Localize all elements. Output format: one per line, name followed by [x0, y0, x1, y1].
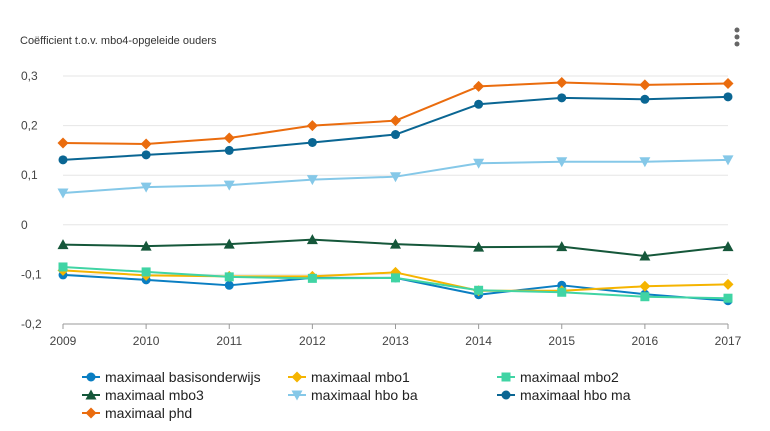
kebab-menu-icon[interactable] [734, 27, 740, 33]
data-point-maximaal-phd[interactable] [556, 76, 568, 88]
data-point-maximaal-hbo-ma[interactable] [58, 155, 68, 165]
y-tick-label: 0,2 [21, 119, 38, 133]
legend-item-maximaal-hbo-ba[interactable]: maximaal hbo ba [288, 387, 418, 403]
legend-marker-maximaal-hbo-ma [501, 390, 511, 400]
legend-label: maximaal mbo2 [520, 369, 619, 385]
data-point-maximaal-mbo2[interactable] [557, 287, 567, 297]
x-tick-label: 2011 [216, 334, 242, 348]
data-point-maximaal-hbo-ma[interactable] [391, 130, 400, 140]
data-point-maximaal-hbo-ba[interactable] [722, 155, 734, 166]
legend-label: maximaal hbo ba [311, 387, 418, 403]
data-point-maximaal-hbo-ma[interactable] [141, 150, 151, 160]
legend-label: maximaal mbo1 [311, 369, 410, 385]
legend-item-maximaal-hbo-ma[interactable]: maximaal hbo ma [497, 387, 631, 403]
data-point-maximaal-phd[interactable] [223, 132, 235, 144]
data-point-maximaal-mbo3[interactable] [57, 239, 69, 250]
y-tick-label: 0,3 [21, 69, 38, 83]
data-point-maximaal-mbo3[interactable] [306, 234, 318, 245]
data-point-maximaal-mbo2[interactable] [224, 272, 234, 282]
data-point-maximaal-phd[interactable] [639, 79, 651, 91]
legend-marker-maximaal-mbo3 [85, 389, 97, 400]
legend-item-maximaal-mbo1[interactable]: maximaal mbo1 [288, 369, 410, 385]
data-point-maximaal-mbo2[interactable] [391, 273, 400, 283]
y-tick-label: -0,1 [21, 267, 42, 281]
data-point-maximaal-hbo-ba[interactable] [639, 157, 651, 168]
data-point-maximaal-phd[interactable] [57, 137, 69, 149]
x-tick-label: 2015 [548, 334, 575, 348]
legend-marker-maximaal-basisonderwijs [86, 372, 96, 382]
x-tick-label: 2017 [715, 334, 742, 348]
x-tick-label: 2014 [465, 334, 492, 348]
y-axis-ticks: -0,2 -0,1 0 0,1 0,2 0,3 [21, 69, 42, 331]
legend-marker-maximaal-hbo-ba [291, 390, 303, 401]
chart-menu-button[interactable] [726, 24, 748, 50]
data-point-maximaal-hbo-ma[interactable] [723, 92, 733, 102]
series-maximaal-mbo2 [58, 262, 733, 303]
legend-item-maximaal-mbo3[interactable]: maximaal mbo3 [82, 387, 204, 403]
data-point-maximaal-hbo-ba[interactable] [306, 175, 318, 186]
data-point-maximaal-hbo-ma[interactable] [474, 99, 484, 109]
legend-label: maximaal phd [105, 405, 192, 421]
legend-label: maximaal hbo ma [520, 387, 631, 403]
y-tick-label: 0 [21, 218, 28, 232]
series-group [57, 76, 734, 306]
data-point-maximaal-mbo3[interactable] [140, 240, 152, 251]
data-point-maximaal-hbo-ma[interactable] [224, 145, 234, 155]
legend-label: maximaal basisonderwijs [105, 369, 261, 385]
data-point-maximaal-phd[interactable] [140, 138, 152, 150]
data-point-maximaal-phd[interactable] [390, 115, 401, 127]
legend: maximaal basisonderwijs maximaal mbo1 maxi… [82, 369, 631, 421]
legend-marker-maximaal-mbo1 [291, 371, 303, 383]
series-maximaal-hbo-ma [58, 92, 733, 165]
y-tick-label: -0,2 [21, 317, 42, 331]
series-maximaal-hbo-ba [57, 155, 734, 199]
data-point-maximaal-mbo2[interactable] [640, 292, 650, 302]
data-point-maximaal-mbo1[interactable] [639, 280, 651, 292]
data-point-maximaal-hbo-ma[interactable] [640, 94, 650, 104]
data-point-maximaal-hbo-ma[interactable] [307, 137, 317, 147]
legend-marker-maximaal-mbo2 [501, 372, 511, 382]
data-point-maximaal-mbo2[interactable] [474, 285, 484, 295]
data-point-maximaal-phd[interactable] [722, 77, 734, 89]
y-tick-label: 0,1 [21, 168, 38, 182]
series-maximaal-mbo3 [57, 234, 734, 261]
x-tick-label: 2010 [133, 334, 160, 348]
data-point-maximaal-basisonderwijs[interactable] [224, 280, 234, 290]
legend-item-maximaal-phd[interactable]: maximaal phd [82, 405, 192, 421]
x-axis: 2009 2010 2011 2012 2013 2014 2015 2016 2017 [50, 323, 742, 348]
data-point-maximaal-mbo2[interactable] [141, 267, 151, 277]
legend-item-maximaal-mbo2[interactable]: maximaal mbo2 [497, 369, 619, 385]
legend-item-maximaal-basisonderwijs[interactable]: maximaal basisonderwijs [82, 369, 261, 385]
data-point-maximaal-mbo3[interactable] [722, 241, 734, 252]
series-maximaal-phd [57, 76, 734, 150]
data-point-maximaal-mbo3[interactable] [390, 238, 401, 249]
y-axis-title: Coëfficient t.o.v. mbo4-opgeleide ouders [20, 35, 217, 47]
data-point-maximaal-mbo3[interactable] [556, 241, 568, 252]
data-point-maximaal-mbo2[interactable] [307, 273, 317, 283]
x-tick-label: 2012 [299, 334, 326, 348]
data-point-maximaal-mbo2[interactable] [58, 262, 68, 272]
legend-marker-maximaal-phd [85, 407, 97, 419]
data-point-maximaal-hbo-ba[interactable] [390, 172, 401, 183]
x-tick-label: 2013 [382, 334, 409, 348]
data-point-maximaal-hbo-ba[interactable] [140, 182, 152, 193]
data-point-maximaal-mbo1[interactable] [722, 278, 734, 290]
data-point-maximaal-hbo-ba[interactable] [473, 158, 485, 169]
x-tick-label: 2009 [50, 334, 77, 348]
data-point-maximaal-hbo-ba[interactable] [556, 157, 568, 168]
data-point-maximaal-hbo-ba[interactable] [223, 180, 235, 191]
data-point-maximaal-mbo3[interactable] [639, 250, 651, 261]
x-tick-label: 2016 [632, 334, 659, 348]
data-point-maximaal-phd[interactable] [473, 80, 485, 92]
data-point-maximaal-phd[interactable] [306, 120, 318, 132]
data-point-maximaal-mbo3[interactable] [473, 241, 485, 252]
data-point-maximaal-mbo3[interactable] [223, 238, 235, 249]
data-point-maximaal-hbo-ba[interactable] [57, 188, 69, 199]
data-point-maximaal-hbo-ma[interactable] [557, 93, 567, 103]
legend-label: maximaal mbo3 [105, 387, 204, 403]
series-line-maximaal-hbo-ma [62, 95, 729, 161]
data-point-maximaal-mbo2[interactable] [723, 293, 733, 303]
